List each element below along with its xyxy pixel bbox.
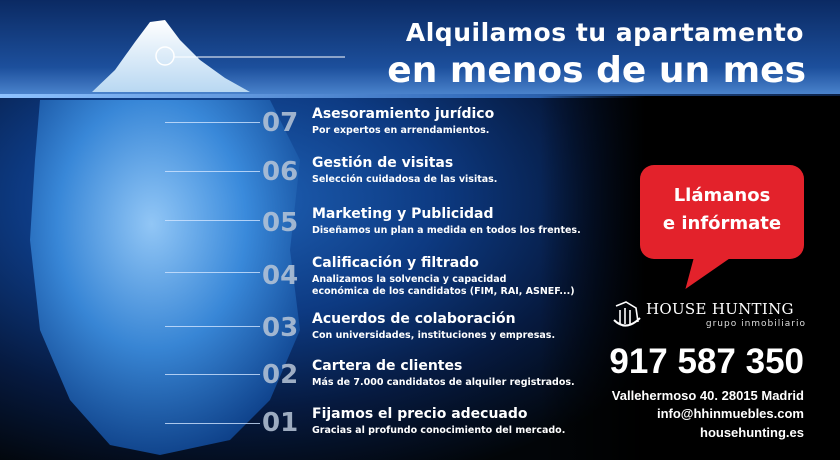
step-line	[165, 423, 260, 424]
website: househunting.es	[700, 425, 804, 440]
step-line	[165, 374, 260, 375]
step-title: Fijamos el precio adecuado	[312, 406, 528, 422]
step-title: Asesoramiento jurídico	[312, 106, 495, 122]
step-title: Gestión de visitas	[312, 155, 454, 171]
brand-logo: HOUSE HUNTING grupo inmobiliario	[612, 300, 808, 334]
step-subtitle: Gracias al profundo conocimiento del mer…	[312, 425, 566, 436]
step-number: 07	[262, 108, 299, 138]
headline-line1: Alquilamos tu apartamento	[405, 18, 804, 47]
cta-line1: Llámanos	[673, 185, 771, 206]
step-subtitle: Más de 7.000 candidatos de alquiler regi…	[312, 377, 575, 388]
step-number: 04	[262, 261, 299, 291]
step-line	[165, 272, 260, 273]
step-number: 05	[262, 208, 299, 238]
step-subtitle: Por expertos en arrendamientos.	[312, 125, 490, 136]
brand-name: HOUSE HUNTING	[646, 300, 794, 318]
email: info@hhinmuebles.com	[656, 406, 804, 421]
brand-tagline: grupo inmobiliario	[705, 319, 806, 329]
step-subtitle-2: económica de los candidatos (FIM, RAI, A…	[312, 286, 575, 297]
phone-number: 917 587 350	[609, 342, 804, 381]
step-line	[165, 220, 260, 221]
step-subtitle: Diseñamos un plan a medida en todos los …	[312, 225, 581, 236]
step-title: Calificación y filtrado	[312, 255, 479, 271]
step-number: 01	[262, 408, 299, 438]
step-title: Marketing y Publicidad	[312, 206, 494, 222]
iceberg-tip	[92, 20, 250, 92]
step-line	[165, 326, 260, 327]
step-number: 02	[262, 360, 299, 390]
cta-speech-bubble: Llámanos e infórmate	[640, 165, 804, 259]
step-subtitle: Con universidades, instituciones y empre…	[312, 330, 556, 341]
step-line	[165, 171, 260, 172]
dark-panel	[540, 96, 840, 460]
cta-line2: e infórmate	[662, 213, 782, 234]
iceberg-underwater	[30, 100, 300, 455]
step-title: Acuerdos de colaboración	[312, 311, 516, 327]
step-subtitle: Analizamos la solvencia y capacidad	[312, 274, 507, 285]
step-line	[165, 122, 260, 123]
step-number: 06	[262, 157, 299, 187]
water-line	[0, 94, 840, 98]
headline-line2: en menos de un mes	[387, 50, 806, 91]
address: Vallehermoso 40. 28015 Madrid	[611, 388, 804, 403]
step-subtitle: Selección cuidadosa de las visitas.	[312, 174, 498, 185]
step-title: Cartera de clientes	[312, 358, 463, 374]
step-number: 03	[262, 313, 299, 343]
house-logo-icon	[613, 301, 641, 327]
